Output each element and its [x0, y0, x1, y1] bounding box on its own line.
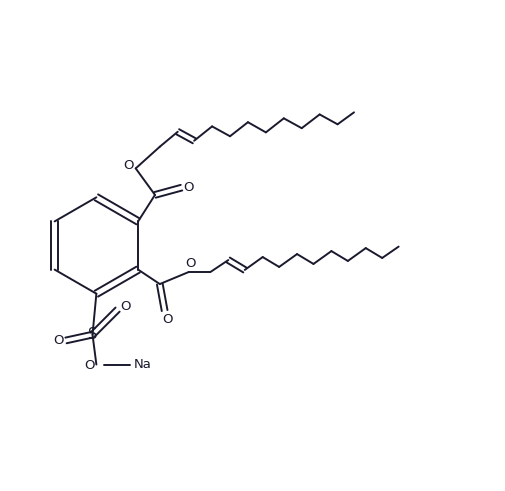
- Text: O: O: [123, 160, 134, 172]
- Text: O: O: [84, 359, 94, 372]
- Text: O: O: [120, 300, 130, 313]
- Text: O: O: [185, 257, 195, 270]
- Text: S: S: [88, 327, 97, 342]
- Text: O: O: [53, 334, 64, 347]
- Text: O: O: [183, 181, 193, 194]
- Text: Na: Na: [134, 358, 152, 371]
- Text: O: O: [162, 313, 172, 326]
